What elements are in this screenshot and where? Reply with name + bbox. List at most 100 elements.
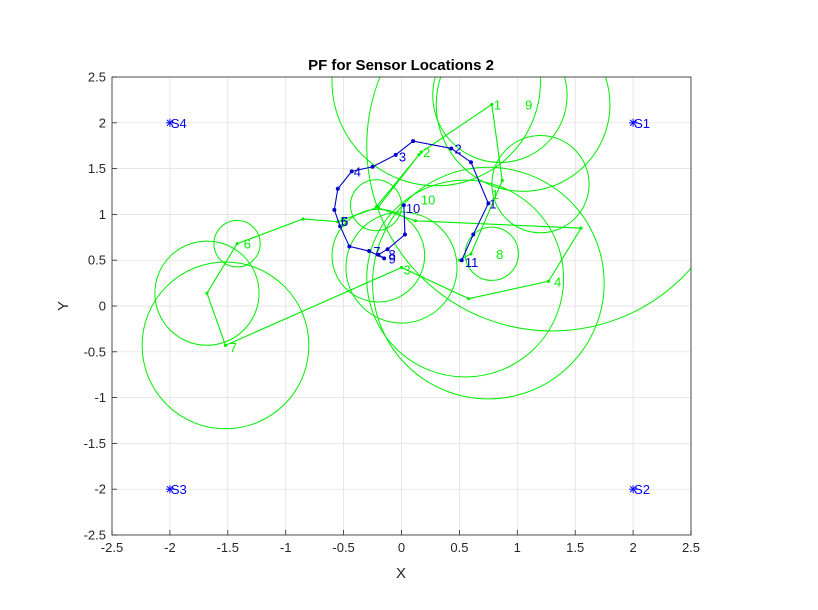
true-path-point	[402, 232, 407, 237]
estimate-circle	[213, 220, 261, 268]
true-path-label: 10	[406, 201, 420, 216]
y-axis-label: Y	[55, 301, 72, 311]
estimate-circle	[331, 77, 541, 187]
x-tick-label: -2.5	[101, 540, 123, 555]
estimate-circle	[435, 77, 611, 192]
estimate-point	[376, 205, 380, 209]
sensor-marker-stroke	[629, 485, 637, 493]
true-path-point	[349, 169, 354, 174]
chart-title: PF for Sensor Locations 2	[308, 57, 494, 74]
estimate-point	[301, 217, 305, 221]
y-tick-label: 1	[99, 207, 106, 222]
estimate-circle	[154, 240, 260, 346]
estimate-circle	[372, 166, 605, 400]
estimate-circle	[350, 179, 402, 232]
x-tick-label: 0.5	[450, 540, 468, 555]
x-tick-label: 2.5	[682, 540, 700, 555]
estimate-point	[467, 297, 471, 301]
true-path-point	[385, 247, 390, 252]
y-tick-label: -0.5	[84, 344, 106, 359]
sensor-label: S4	[171, 116, 187, 131]
sensor-s4: S4	[165, 116, 187, 131]
estimate-circle	[366, 179, 565, 378]
estimate-point	[374, 205, 378, 209]
sensor-s3: S3	[165, 482, 187, 497]
estimate-point	[413, 219, 417, 223]
x-axis-label: X	[396, 565, 406, 582]
x-tick-label: 1	[514, 540, 521, 555]
y-tick-label: 2	[99, 115, 106, 130]
y-tick-label: 1.5	[88, 161, 106, 176]
estimate-circle	[331, 208, 426, 303]
true-path-label: 2	[454, 141, 461, 156]
sensor-label: S2	[634, 482, 650, 497]
estimate-label: 2	[423, 145, 430, 160]
estimate-label: 3	[404, 262, 411, 277]
estimate-point	[417, 153, 421, 157]
true-path-point	[332, 207, 337, 212]
sensor-label: S1	[634, 116, 650, 131]
estimate-line	[206, 103, 582, 347]
x-tick-label: 0	[398, 540, 405, 555]
true-path-label: 8	[388, 247, 395, 262]
estimate-point	[579, 226, 583, 230]
true-path-point	[468, 160, 473, 165]
true-path-label: 5	[341, 214, 348, 229]
y-tick-label: 0	[99, 299, 106, 314]
true-path-point	[338, 224, 343, 229]
estimate-point	[500, 178, 504, 183]
sensor-marker-stroke	[166, 119, 174, 127]
x-tick-label: -1	[280, 540, 292, 555]
estimate-label: 8	[496, 247, 503, 262]
estimate-point	[490, 102, 494, 107]
estimate-point	[399, 265, 404, 270]
y-tick-label: -1.5	[84, 436, 106, 451]
x-tick-label: -2	[164, 540, 176, 555]
true-path-point	[376, 252, 381, 257]
y-tick-label: -1	[94, 390, 106, 405]
y-tick-label: 2.5	[88, 70, 106, 85]
x-tick-label: 2	[629, 540, 636, 555]
true-path-label: 6	[341, 214, 348, 229]
true-path-point	[401, 203, 406, 208]
estimate-label: 10	[421, 193, 435, 208]
estimate-label: 9	[525, 97, 532, 112]
sensor-s2: S2	[629, 482, 650, 497]
true-path-label: 4	[354, 164, 361, 179]
estimate-label: 1	[492, 187, 499, 202]
x-tick-label: -0.5	[332, 540, 354, 555]
true-path-series	[332, 139, 491, 263]
sensor-s1: S1	[629, 116, 650, 131]
true-path-point	[393, 152, 398, 157]
true-path-point	[370, 164, 375, 169]
estimate-point	[546, 279, 551, 283]
estimate-point	[205, 291, 209, 295]
true-path-point	[411, 139, 416, 144]
true-path-label: 7	[373, 244, 380, 259]
true-path-point	[449, 146, 454, 151]
estimate-point	[235, 242, 239, 246]
estimate-circle	[366, 77, 691, 332]
estimate-circle	[345, 211, 458, 324]
sensor-label: S3	[171, 482, 187, 497]
y-tick-label: -2	[94, 482, 106, 497]
true-path-label: 11	[465, 255, 479, 270]
estimate-label: 4	[554, 274, 561, 289]
axis-ticks: -2.5 -2 -1.5 -1 -0.5 0 0.5 1 1.5 2 2.5 -2.5 -2 -1.5 -1…	[84, 70, 700, 556]
sensor-marker-stroke	[629, 119, 637, 127]
estimate-label: 1	[494, 97, 501, 112]
true-path-point	[486, 201, 491, 206]
y-tick-label: 0.5	[88, 253, 106, 268]
true-path-point	[382, 256, 387, 261]
estimate-point	[469, 252, 473, 256]
true-path-point	[335, 186, 340, 191]
estimate-label: 6	[244, 237, 251, 252]
x-tick-label: -1.5	[217, 540, 239, 555]
estimate-point	[419, 150, 423, 154]
true-path-label: 3	[399, 150, 406, 165]
true-path-point	[459, 258, 464, 263]
estimate-label: 7	[230, 340, 237, 355]
